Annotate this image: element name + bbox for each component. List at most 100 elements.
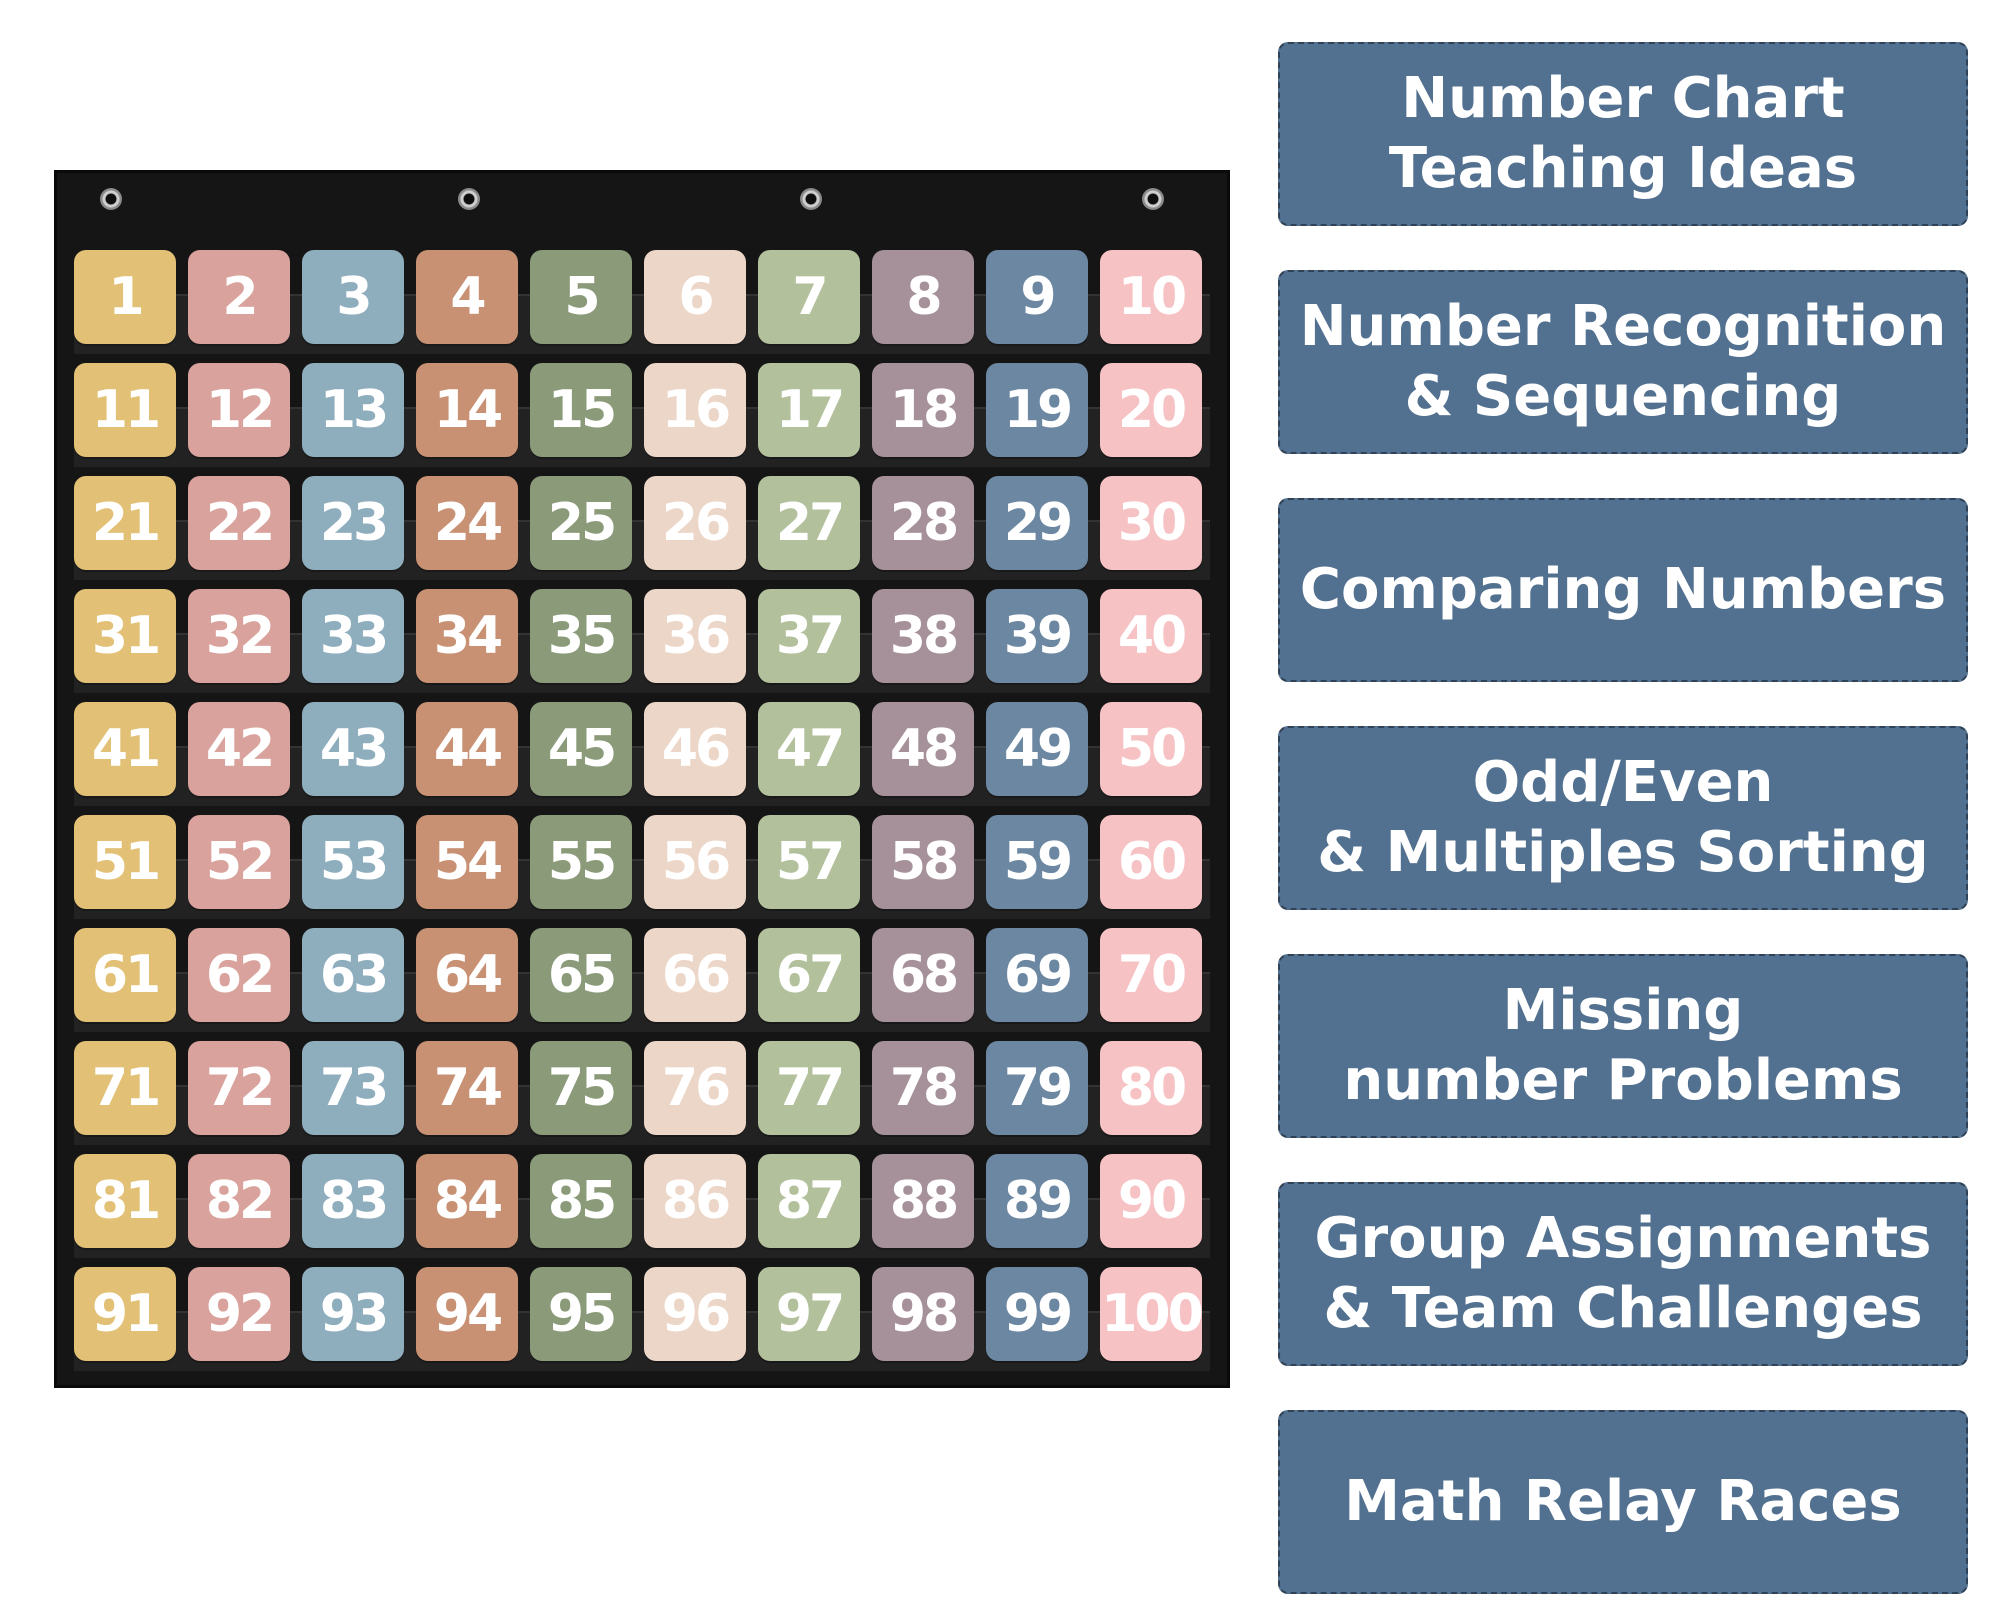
number-card[interactable]: 80 — [1100, 1041, 1202, 1135]
number-card[interactable]: 49 — [986, 702, 1088, 796]
number-card[interactable]: 26 — [644, 476, 746, 570]
number-card[interactable]: 55 — [530, 815, 632, 909]
number-card[interactable]: 84 — [416, 1154, 518, 1248]
number-card[interactable]: 53 — [302, 815, 404, 909]
number-card[interactable]: 74 — [416, 1041, 518, 1135]
number-card[interactable]: 43 — [302, 702, 404, 796]
number-card[interactable]: 12 — [188, 363, 290, 457]
number-card[interactable]: 91 — [74, 1267, 176, 1361]
number-card[interactable]: 8 — [872, 250, 974, 344]
number-card[interactable]: 89 — [986, 1154, 1088, 1248]
number-card[interactable]: 86 — [644, 1154, 746, 1248]
number-card[interactable]: 9 — [986, 250, 1088, 344]
number-card[interactable]: 72 — [188, 1041, 290, 1135]
number-card[interactable]: 18 — [872, 363, 974, 457]
number-card[interactable]: 79 — [986, 1041, 1088, 1135]
number-card[interactable]: 94 — [416, 1267, 518, 1361]
number-card[interactable]: 61 — [74, 928, 176, 1022]
number-card[interactable]: 3 — [302, 250, 404, 344]
number-card[interactable]: 41 — [74, 702, 176, 796]
number-card[interactable]: 90 — [1100, 1154, 1202, 1248]
number-card[interactable]: 92 — [188, 1267, 290, 1361]
number-card[interactable]: 88 — [872, 1154, 974, 1248]
number-card[interactable]: 29 — [986, 476, 1088, 570]
number-card[interactable]: 38 — [872, 589, 974, 683]
number-card[interactable]: 13 — [302, 363, 404, 457]
number-card[interactable]: 35 — [530, 589, 632, 683]
number-card[interactable]: 27 — [758, 476, 860, 570]
number-card[interactable]: 47 — [758, 702, 860, 796]
number-card[interactable]: 68 — [872, 928, 974, 1022]
number-card[interactable]: 78 — [872, 1041, 974, 1135]
number-card[interactable]: 14 — [416, 363, 518, 457]
number-card[interactable]: 60 — [1100, 815, 1202, 909]
number-card[interactable]: 99 — [986, 1267, 1088, 1361]
number-card[interactable]: 87 — [758, 1154, 860, 1248]
number-card[interactable]: 23 — [302, 476, 404, 570]
number-card[interactable]: 69 — [986, 928, 1088, 1022]
number-card[interactable]: 7 — [758, 250, 860, 344]
number-card[interactable]: 77 — [758, 1041, 860, 1135]
number-card[interactable]: 36 — [644, 589, 746, 683]
number-card[interactable]: 34 — [416, 589, 518, 683]
number-card[interactable]: 10 — [1100, 250, 1202, 344]
number-card[interactable]: 37 — [758, 589, 860, 683]
number-card[interactable]: 17 — [758, 363, 860, 457]
number-card[interactable]: 31 — [74, 589, 176, 683]
number-card[interactable]: 56 — [644, 815, 746, 909]
number-card[interactable]: 98 — [872, 1267, 974, 1361]
number-card[interactable]: 62 — [188, 928, 290, 1022]
number-card[interactable]: 19 — [986, 363, 1088, 457]
number-card[interactable]: 57 — [758, 815, 860, 909]
number-card[interactable]: 76 — [644, 1041, 746, 1135]
number-card[interactable]: 71 — [74, 1041, 176, 1135]
number-card[interactable]: 20 — [1100, 363, 1202, 457]
number-card[interactable]: 100 — [1100, 1267, 1204, 1361]
number-card[interactable]: 15 — [530, 363, 632, 457]
number-card[interactable]: 40 — [1100, 589, 1202, 683]
number-card[interactable]: 95 — [530, 1267, 632, 1361]
number-card[interactable]: 67 — [758, 928, 860, 1022]
number-card[interactable]: 46 — [644, 702, 746, 796]
number-card[interactable]: 63 — [302, 928, 404, 1022]
number-card[interactable]: 52 — [188, 815, 290, 909]
number-card[interactable]: 96 — [644, 1267, 746, 1361]
number-card[interactable]: 85 — [530, 1154, 632, 1248]
number-card[interactable]: 6 — [644, 250, 746, 344]
number-card[interactable]: 73 — [302, 1041, 404, 1135]
number-card[interactable]: 83 — [302, 1154, 404, 1248]
number-card[interactable]: 66 — [644, 928, 746, 1022]
number-card[interactable]: 2 — [188, 250, 290, 344]
number-card[interactable]: 70 — [1100, 928, 1202, 1022]
number-card[interactable]: 50 — [1100, 702, 1202, 796]
number-card[interactable]: 24 — [416, 476, 518, 570]
number-card[interactable]: 48 — [872, 702, 974, 796]
number-card[interactable]: 16 — [644, 363, 746, 457]
number-card[interactable]: 59 — [986, 815, 1088, 909]
number-card[interactable]: 65 — [530, 928, 632, 1022]
number-card[interactable]: 5 — [530, 250, 632, 344]
number-card[interactable]: 32 — [188, 589, 290, 683]
number-card[interactable]: 45 — [530, 702, 632, 796]
number-card[interactable]: 42 — [188, 702, 290, 796]
number-card[interactable]: 25 — [530, 476, 632, 570]
number-card[interactable]: 30 — [1100, 476, 1202, 570]
number-card[interactable]: 81 — [74, 1154, 176, 1248]
number-card[interactable]: 11 — [74, 363, 176, 457]
number-card[interactable]: 28 — [872, 476, 974, 570]
number-card[interactable]: 22 — [188, 476, 290, 570]
number-card[interactable]: 93 — [302, 1267, 404, 1361]
number-card[interactable]: 54 — [416, 815, 518, 909]
number-card[interactable]: 51 — [74, 815, 176, 909]
number-card[interactable]: 39 — [986, 589, 1088, 683]
number-card[interactable]: 4 — [416, 250, 518, 344]
number-card[interactable]: 75 — [530, 1041, 632, 1135]
number-card[interactable]: 1 — [74, 250, 176, 344]
number-card[interactable]: 97 — [758, 1267, 860, 1361]
number-card[interactable]: 58 — [872, 815, 974, 909]
number-card[interactable]: 44 — [416, 702, 518, 796]
number-card[interactable]: 21 — [74, 476, 176, 570]
number-card[interactable]: 82 — [188, 1154, 290, 1248]
number-card[interactable]: 33 — [302, 589, 404, 683]
number-card[interactable]: 64 — [416, 928, 518, 1022]
